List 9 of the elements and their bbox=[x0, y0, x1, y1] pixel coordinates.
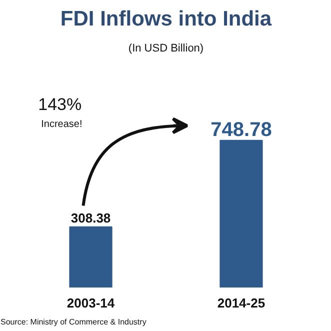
chart-subtitle: (In USD Billion) bbox=[128, 42, 204, 54]
data-label: 308.38 bbox=[70, 210, 111, 226]
text: 143% bbox=[38, 94, 82, 114]
x-tick-label: 2014-25 bbox=[217, 296, 266, 310]
chart-title: FDI Inflows into India bbox=[60, 8, 272, 30]
data-label: 748.78 bbox=[210, 118, 272, 141]
text: Increase! bbox=[41, 119, 82, 130]
x-tick-label: 2003-14 bbox=[66, 296, 116, 310]
source-note: Source: Ministry of Commerce & Industry bbox=[0, 318, 146, 326]
